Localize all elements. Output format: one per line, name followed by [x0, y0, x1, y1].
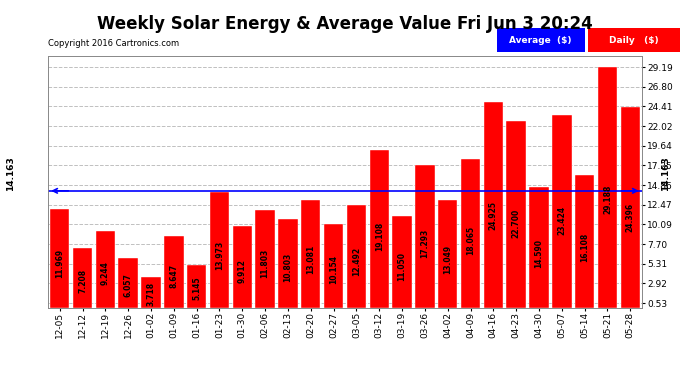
Bar [393, 216, 412, 308]
Text: 18.065: 18.065 [466, 226, 475, 255]
Text: 17.293: 17.293 [420, 229, 429, 258]
Text: 13.049: 13.049 [443, 244, 452, 274]
Bar [506, 120, 526, 308]
Bar [461, 159, 480, 308]
Bar [575, 175, 594, 308]
Text: 5.145: 5.145 [192, 277, 201, 300]
Bar [415, 165, 435, 308]
Text: Weekly Solar Energy & Average Value Fri Jun 3 20:24: Weekly Solar Energy & Average Value Fri … [97, 15, 593, 33]
Text: 9.912: 9.912 [238, 259, 247, 283]
Bar [141, 277, 161, 308]
Bar [484, 102, 503, 308]
Bar [278, 219, 297, 308]
Bar [301, 200, 320, 308]
Text: 6.057: 6.057 [124, 273, 132, 297]
Text: 10.154: 10.154 [329, 255, 338, 284]
Text: 12.492: 12.492 [352, 247, 361, 276]
Bar [255, 210, 275, 308]
Text: 24.925: 24.925 [489, 201, 498, 230]
Text: 13.081: 13.081 [306, 244, 315, 274]
Bar [164, 236, 184, 308]
Bar [529, 187, 549, 308]
Bar [588, 28, 680, 53]
Text: 11.803: 11.803 [261, 249, 270, 278]
Bar [210, 192, 229, 308]
Text: 14.163: 14.163 [6, 156, 15, 191]
Text: Average  ($): Average ($) [509, 36, 572, 45]
Bar [96, 231, 115, 308]
Bar [324, 224, 344, 308]
Bar [620, 106, 640, 308]
Text: 3.718: 3.718 [146, 282, 155, 306]
Bar [598, 67, 617, 308]
Text: 16.108: 16.108 [580, 233, 589, 262]
Text: 8.647: 8.647 [169, 263, 178, 288]
Text: 19.108: 19.108 [375, 222, 384, 251]
Bar [73, 248, 92, 308]
Text: 24.396: 24.396 [626, 202, 635, 232]
Text: Copyright 2016 Cartronics.com: Copyright 2016 Cartronics.com [48, 39, 179, 48]
Text: 9.244: 9.244 [101, 261, 110, 285]
Text: 14.163: 14.163 [661, 156, 671, 191]
Text: 13.973: 13.973 [215, 241, 224, 270]
Bar [119, 258, 138, 307]
Text: Daily   ($): Daily ($) [609, 36, 659, 45]
Bar [50, 209, 70, 308]
Text: 11.969: 11.969 [55, 249, 64, 278]
Bar [370, 150, 389, 308]
Bar [187, 265, 206, 308]
Text: 22.700: 22.700 [512, 209, 521, 238]
Bar [552, 114, 571, 308]
Bar [346, 205, 366, 308]
Text: 10.803: 10.803 [284, 253, 293, 282]
Bar [233, 226, 252, 308]
Text: 23.424: 23.424 [558, 206, 566, 235]
Bar [438, 200, 457, 308]
Text: 11.050: 11.050 [397, 252, 406, 281]
Text: 7.208: 7.208 [78, 269, 87, 293]
Bar [497, 28, 584, 53]
Text: 29.188: 29.188 [603, 184, 612, 214]
Text: 14.590: 14.590 [535, 239, 544, 268]
